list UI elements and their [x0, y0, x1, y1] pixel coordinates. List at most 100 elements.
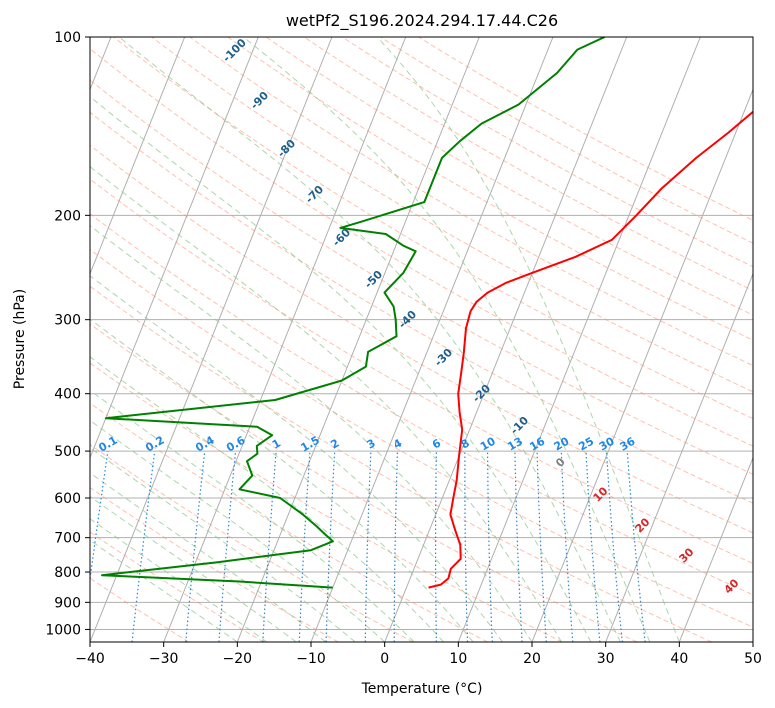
mixing-ratio-line — [487, 451, 493, 642]
isotherm-label: -50 — [362, 268, 385, 291]
y-axis-label: Pressure (hPa) — [12, 289, 28, 389]
y-axis: 100 200 300 400 500 600 700 800 900 1000 — [45, 30, 90, 638]
isotherm-label: -70 — [303, 183, 326, 206]
moist-adiabat-label: 0 — [553, 455, 568, 470]
isotherm-line — [90, 37, 186, 276]
moist-adiabat-label: 40 — [722, 576, 742, 596]
isotherm-line — [752, 640, 753, 642]
y-tick-label: 700 — [54, 531, 81, 547]
isotherm-line — [236, 37, 480, 642]
moist-adiabat-line — [90, 447, 356, 642]
dry-adiabat-line — [90, 213, 753, 596]
mixing-ratio-label: 2 — [328, 437, 341, 452]
moist-adiabat-line — [90, 539, 238, 642]
data-series — [101, 37, 753, 589]
mixing-ratio-line — [364, 451, 372, 642]
y-tick-label: 600 — [54, 491, 81, 507]
isotherm-line — [678, 456, 753, 642]
dry-adiabat-line — [90, 111, 753, 504]
x-tick-label: 10 — [449, 651, 467, 667]
x-tick-label: 0 — [380, 651, 389, 667]
mixing-ratio-line — [218, 451, 237, 642]
dry-adiabat-line — [90, 323, 638, 642]
isotherm-line — [90, 37, 333, 642]
x-tick-label: 40 — [670, 651, 688, 667]
isotherm-label: -80 — [275, 137, 298, 160]
mixing-ratio-label: 4 — [391, 436, 404, 451]
x-tick-label: 30 — [597, 651, 615, 667]
chart-title: wetPf2_S196.2024.294.17.44.C26 — [286, 11, 558, 31]
moist-adiabat-line — [90, 518, 268, 642]
dry-adiabat-line — [90, 79, 753, 475]
mixing-ratio-line — [131, 451, 156, 642]
mixing-ratio-label: 1 — [270, 437, 283, 452]
mixing-ratio-line — [536, 451, 547, 642]
x-tick-label: 20 — [523, 651, 541, 667]
moist-adiabat-line — [90, 96, 592, 642]
moist-adiabat-line — [90, 389, 415, 642]
moist-adiabat-label: 30 — [677, 545, 697, 565]
x-tick-label: −30 — [149, 651, 179, 667]
dry-adiabat-line — [189, 37, 753, 367]
moist-adiabat-line — [90, 318, 474, 642]
y-tick-label: 1000 — [45, 622, 81, 638]
moist-adiabat-line — [90, 275, 503, 642]
moist-adiabat-line — [90, 419, 386, 642]
mixing-ratio-line — [560, 451, 574, 642]
y-tick-label: 800 — [54, 565, 81, 581]
y-tick-label: 900 — [54, 595, 81, 611]
x-tick-label: −40 — [75, 651, 105, 667]
mixing-ratio-line — [585, 451, 601, 642]
moist-adiabat-line — [90, 495, 297, 642]
dry-adiabat-line — [90, 144, 753, 534]
dry-adiabat-line — [90, 178, 753, 565]
moist-adiabat-line — [118, 37, 621, 642]
isotherm-line — [163, 37, 407, 642]
y-tick-label: 300 — [54, 313, 81, 329]
dry-adiabat-line — [418, 37, 753, 221]
plot-frame — [89, 36, 754, 643]
background-lines — [90, 37, 753, 642]
moist-adiabat-line — [376, 37, 680, 642]
moist-adiabat-line — [243, 37, 651, 642]
isotherm-line — [531, 88, 753, 642]
mixing-ratio-line — [514, 451, 523, 642]
isotherm-label: -10 — [508, 414, 531, 437]
mixing-ratio-line — [185, 451, 206, 642]
dry-adiabat-line — [303, 37, 753, 292]
x-tick-label: 50 — [744, 651, 762, 667]
dry-adiabat-line — [90, 487, 339, 642]
dry-adiabat-line — [90, 444, 414, 642]
mixing-ratio-line — [464, 451, 469, 642]
isotherm-label: -100 — [220, 36, 249, 65]
isotherm-label: -40 — [396, 308, 419, 331]
mixing-ratio-line — [605, 451, 623, 642]
isotherm-line — [457, 37, 701, 642]
dewpoint-profile-line — [101, 37, 606, 589]
mixing-ratio-line — [90, 451, 109, 584]
dry-adiabat-line — [90, 531, 264, 642]
dry-adiabat-line — [90, 362, 563, 642]
y-tick-label: 400 — [54, 387, 81, 403]
mixing-ratio-line — [435, 451, 437, 642]
dry-adiabat-line — [90, 285, 712, 642]
x-tick-label: −20 — [223, 651, 253, 667]
y-tick-label: 200 — [54, 208, 81, 224]
dry-adiabat-line — [90, 248, 753, 628]
moist-adiabat-line — [90, 356, 444, 642]
y-tick-label: 100 — [54, 30, 81, 46]
moist-adiabat-line — [90, 224, 533, 642]
isotherm-line — [90, 37, 259, 460]
x-axis: −40 −30 −20 −10 0 10 20 30 40 50 — [75, 642, 762, 667]
isotherm-label: -20 — [470, 382, 493, 405]
dry-adiabat-line — [90, 402, 488, 642]
dry-adiabat-line — [342, 37, 753, 268]
temperature-profile-line — [428, 110, 753, 589]
isotherm-label: -30 — [432, 346, 455, 369]
mixing-ratio-label: 3 — [365, 437, 378, 452]
annotations: -100-90-80-70-60-50-40-30-20-100.1 0.2 0.4… — [96, 36, 742, 597]
y-tick-label: 500 — [54, 444, 81, 460]
x-axis-label: Temperature (°C) — [361, 681, 483, 697]
dry-adiabat-line — [90, 48, 753, 447]
